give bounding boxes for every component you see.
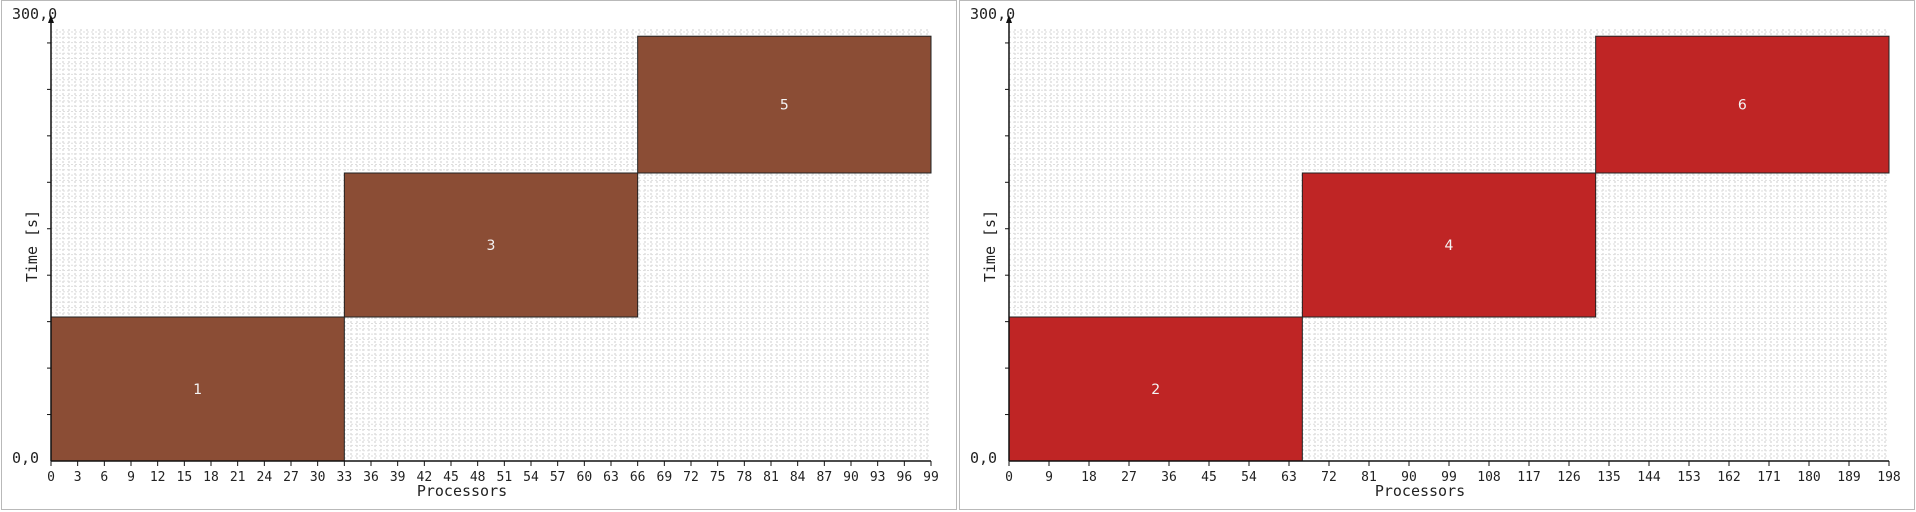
x-axis-label: Processors [1375, 482, 1465, 500]
x-tick-label: 18 [1081, 470, 1097, 485]
job-label: 4 [1445, 238, 1454, 254]
x-tick-label: 0 [1005, 470, 1013, 485]
x-tick-label: 21 [230, 470, 246, 485]
x-tick-label: 12 [150, 470, 166, 485]
job-bar [1008, 316, 1303, 462]
y-max-label: 300,0 [970, 5, 1015, 23]
x-tick-label: 42 [417, 470, 433, 485]
y-max-label: 300,0 [12, 5, 57, 23]
x-tick-label: 126 [1557, 470, 1580, 485]
chart-panel-right: 300,0 0,0 Time [s] Processors 2 4 6 0 9 18 27 3… [959, 0, 1915, 510]
x-tick-label: 24 [257, 470, 273, 485]
x-tick-label: 93 [870, 470, 886, 485]
x-tick-label: 144 [1637, 470, 1661, 485]
x-tick-label: 63 [1281, 470, 1297, 485]
y-axis-arrow [1006, 15, 1012, 23]
x-tick-label: 90 [1401, 470, 1417, 485]
y-axis-arrow [48, 15, 54, 23]
x-tick-label: 180 [1797, 470, 1820, 485]
x-tick-label: 33 [337, 470, 353, 485]
x-tick-label: 9 [127, 470, 135, 485]
y-axis-label: Time [s] [981, 210, 999, 282]
x-tick-label: 27 [283, 470, 299, 485]
x-tick-label: 48 [470, 470, 486, 485]
x-tick-label: 96 [897, 470, 913, 485]
x-tick-label: 198 [1877, 470, 1900, 485]
x-tick-label: 66 [630, 470, 646, 485]
y-min-label: 0,0 [970, 449, 997, 467]
x-tick-label: 171 [1757, 470, 1780, 485]
x-tick-label: 108 [1477, 470, 1500, 485]
x-tick-label: 69 [657, 470, 673, 485]
job-bar [50, 316, 345, 462]
job-bar [1595, 35, 1890, 174]
x-tick-label: 45 [1201, 470, 1217, 485]
x-tick-label: 117 [1517, 470, 1540, 485]
x-tick-label: 0 [47, 470, 55, 485]
x-tick-label: 36 [1161, 470, 1177, 485]
y-min-label: 0,0 [12, 449, 39, 467]
x-tick-label: 57 [550, 470, 566, 485]
x-tick-label: 3 [74, 470, 82, 485]
x-tick-label: 135 [1597, 470, 1620, 485]
job-bar [1301, 172, 1597, 318]
x-tick-label: 72 [683, 470, 699, 485]
x-tick-label: 39 [390, 470, 406, 485]
x-axis-label: Processors [417, 482, 507, 500]
y-axis-label: Time [s] [23, 210, 41, 282]
job-label: 3 [487, 238, 496, 254]
x-tick-label: 6 [100, 470, 108, 485]
x-tick-label: 54 [523, 470, 539, 485]
job-bar [637, 35, 932, 174]
x-tick-label: 36 [363, 470, 379, 485]
x-tick-label: 189 [1837, 470, 1860, 485]
x-tick-label: 90 [843, 470, 859, 485]
chart-panel-left: 300,0 0,0 Time [s] Processors 1 3 5 0 3 6 9 12 1… [1, 0, 957, 510]
x-tick-label: 45 [443, 470, 459, 485]
x-tick-label: 15 [177, 470, 193, 485]
x-tick-label: 99 [923, 470, 939, 485]
x-tick-label: 87 [817, 470, 833, 485]
job-label: 2 [1151, 382, 1160, 398]
x-tick-label: 63 [603, 470, 619, 485]
x-tick-label: 60 [577, 470, 593, 485]
x-tick-label: 27 [1121, 470, 1137, 485]
job-label: 6 [1738, 98, 1747, 114]
x-tick-label: 81 [763, 470, 779, 485]
x-tick-label: 51 [497, 470, 513, 485]
x-tick-label: 153 [1677, 470, 1700, 485]
x-tick-label: 72 [1321, 470, 1337, 485]
x-tick-label: 54 [1241, 470, 1257, 485]
x-tick-label: 81 [1361, 470, 1377, 485]
job-bar [343, 172, 639, 318]
x-tick-label: 30 [310, 470, 326, 485]
x-tick-label: 99 [1441, 470, 1457, 485]
x-tick-label: 9 [1045, 470, 1053, 485]
job-label: 5 [780, 98, 789, 114]
x-tick-label: 162 [1717, 470, 1740, 485]
x-tick-label: 18 [203, 470, 219, 485]
gantt-chart-right: 300,0 0,0 Time [s] Processors 2 4 6 0 9 18 27 3… [970, 5, 1901, 500]
x-tick-label: 84 [790, 470, 806, 485]
x-tick-label: 75 [710, 470, 726, 485]
x-tick-label: 78 [737, 470, 753, 485]
job-label: 1 [193, 382, 202, 398]
